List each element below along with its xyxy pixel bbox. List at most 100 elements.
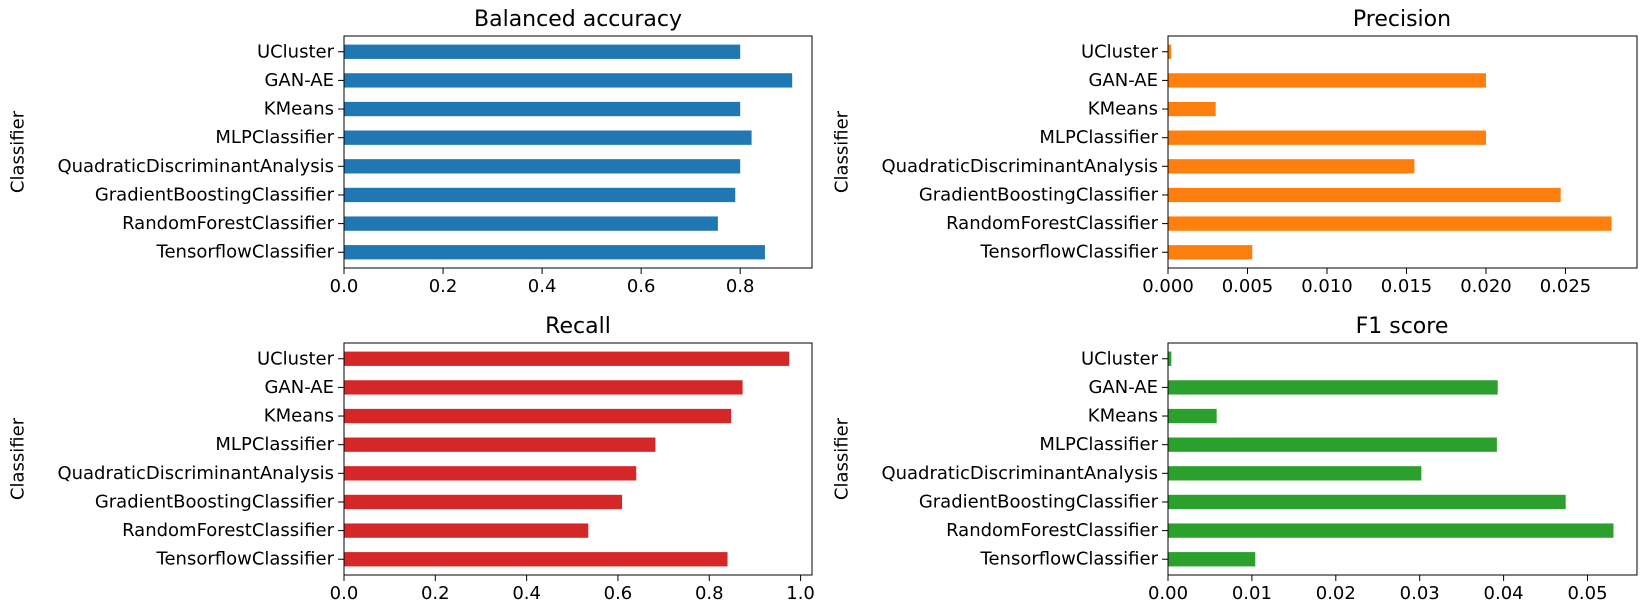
recall-bar-gradientboostingclassifier [344,494,623,510]
precision-category-label-quadraticdiscriminantanalysis: QuadraticDiscriminantAnalysis [881,156,1158,177]
precision-plot-frame [1167,35,1638,269]
balanced-accuracy-category-label-kmeans: KMeans [264,99,334,120]
precision-category-label-kmeans: KMeans [1088,99,1158,120]
recall-category-label-gradientboostingclassifier: GradientBoostingClassifier [95,491,335,512]
balanced-accuracy-bar-gan-ae [344,73,793,88]
precision-bar-ucluster [1168,44,1172,59]
precision-bar-tensorflowclassifier [1168,245,1253,260]
balanced-accuracy-x-tick-label-3: 0.6 [627,276,656,297]
precision-x-tick-label-4: 0.020 [1460,276,1512,297]
balanced-accuracy-y-axis-label: Classifier [8,110,29,193]
f1-score-category-label-quadraticdiscriminantanalysis: QuadraticDiscriminantAnalysis [881,463,1158,484]
precision-bar-gradientboostingclassifier [1168,187,1561,203]
balanced-accuracy-bar-gradientboostingclassifier [344,187,736,203]
recall-category-label-quadraticdiscriminantanalysis: QuadraticDiscriminantAnalysis [57,463,334,484]
precision-title: Precision [1353,7,1451,32]
f1-score-x-tick-label-2: 0.02 [1316,583,1356,604]
precision-category-label-mlpclassifier: MLPClassifier [1039,127,1158,148]
f1-score-category-label-randomforestclassifier: RandomForestClassifier [946,520,1159,541]
f1-score-category-label-gradientboostingclassifier: GradientBoostingClassifier [919,491,1159,512]
f1-score-bar-tensorflowclassifier [1168,552,1256,567]
recall-x-tick-label-4: 0.8 [695,583,724,604]
recall-category-label-kmeans: KMeans [264,406,334,427]
balanced-accuracy-category-label-gradientboostingclassifier: GradientBoostingClassifier [95,184,335,205]
recall-category-label-tensorflowclassifier: TensorflowClassifier [156,549,335,570]
precision-x-tick-label-5: 0.025 [1540,276,1592,297]
recall-bar-randomforestclassifier [344,523,589,538]
precision-category-label-randomforestclassifier: RandomForestClassifier [946,213,1159,234]
recall-bar-mlpclassifier [344,437,656,452]
f1-score-category-label-gan-ae: GAN-AE [1088,377,1158,398]
balanced-accuracy-x-tick-label-4: 0.8 [726,276,755,297]
f1-score-bar-quadraticdiscriminantanalysis [1168,466,1422,481]
f1-score-bar-randomforestclassifier [1168,523,1614,538]
f1-score-x-tick-label-5: 0.05 [1567,583,1607,604]
f1-score-title: F1 score [1356,314,1449,339]
f1-score-category-label-kmeans: KMeans [1088,406,1158,427]
balanced-accuracy-x-tick-label-0: 0.0 [330,276,359,297]
balanced-accuracy-bar-ucluster [344,44,741,59]
recall-x-tick-label-1: 0.2 [421,583,450,604]
recall-category-label-ucluster: UCluster [257,348,335,369]
f1-score-category-label-mlpclassifier: MLPClassifier [1039,434,1158,455]
precision-x-tick-label-1: 0.005 [1222,276,1274,297]
precision-category-label-gradientboostingclassifier: GradientBoostingClassifier [919,184,1159,205]
recall-bar-tensorflowclassifier [344,552,728,567]
precision-x-tick-label-3: 0.015 [1381,276,1433,297]
precision-category-label-ucluster: UCluster [1081,41,1159,62]
precision-category-label-tensorflowclassifier: TensorflowClassifier [980,242,1159,263]
recall-category-label-gan-ae: GAN-AE [264,377,334,398]
f1-score-y-axis-label: Classifier [832,417,853,500]
balanced-accuracy-category-label-gan-ae: GAN-AE [264,70,334,91]
precision-bar-randomforestclassifier [1168,216,1612,231]
recall-bar-gan-ae [344,380,743,395]
recall-plot-frame [343,342,813,576]
recall-category-label-mlpclassifier: MLPClassifier [215,434,334,455]
recall-x-tick-label-3: 0.6 [604,583,633,604]
precision-y-axis-label: Classifier [832,110,853,193]
precision-chart: Precision Classifier UCluster GAN-AE KMeans M… [832,7,1638,297]
recall-y-axis-label: Classifier [8,417,29,500]
f1-score-category-label-ucluster: UCluster [1081,348,1159,369]
precision-bar-quadraticdiscriminantanalysis [1168,159,1415,174]
recall-bar-ucluster [344,351,790,366]
f1-score-bar-gradientboostingclassifier [1168,494,1566,510]
balanced-accuracy-category-label-randomforestclassifier: RandomForestClassifier [122,213,335,234]
recall-x-tick-label-2: 0.4 [512,583,541,604]
precision-bar-mlpclassifier [1168,130,1486,145]
recall-title: Recall [545,314,611,339]
f1-score-x-tick-label-0: 0.00 [1148,583,1188,604]
precision-bar-gan-ae [1168,73,1486,88]
balanced-accuracy-bar-quadraticdiscriminantanalysis [344,159,741,174]
balanced-accuracy-bar-tensorflowclassifier [344,245,765,260]
recall-chart: Recall Classifier UCluster GAN-AE KMeans MLPC… [8,314,815,604]
recall-bar-quadraticdiscriminantanalysis [344,466,637,481]
balanced-accuracy-x-tick-label-1: 0.2 [429,276,458,297]
balanced-accuracy-bar-kmeans [344,101,741,117]
f1-score-x-tick-label-3: 0.03 [1400,583,1440,604]
f1-score-bar-kmeans [1168,408,1217,424]
f1-score-plot-frame [1167,342,1638,576]
precision-x-tick-label-2: 0.010 [1301,276,1353,297]
balanced-accuracy-plot-frame [343,35,813,269]
precision-bar-kmeans [1168,101,1216,117]
f1-score-bar-ucluster [1168,351,1172,366]
f1-score-x-tick-label-1: 0.01 [1232,583,1272,604]
f1-score-bar-gan-ae [1168,380,1498,395]
recall-category-label-randomforestclassifier: RandomForestClassifier [122,520,335,541]
balanced-accuracy-bar-randomforestclassifier [344,216,718,231]
f1-score-category-label-tensorflowclassifier: TensorflowClassifier [980,549,1159,570]
recall-x-tick-label-5: 1.0 [786,583,815,604]
balanced-accuracy-chart: Balanced accuracy Classifier UCluster GAN-A… [8,7,813,297]
f1-score-chart: F1 score Classifier UCluster GAN-AE KMeans ML… [832,314,1638,604]
precision-category-label-gan-ae: GAN-AE [1088,70,1158,91]
balanced-accuracy-x-tick-label-2: 0.4 [528,276,557,297]
f1-score-x-tick-label-4: 0.04 [1484,583,1524,604]
balanced-accuracy-bar-mlpclassifier [344,130,752,145]
balanced-accuracy-category-label-mlpclassifier: MLPClassifier [215,127,334,148]
recall-bar-kmeans [344,408,732,424]
precision-x-tick-label-0: 0.000 [1142,276,1194,297]
balanced-accuracy-title: Balanced accuracy [474,7,682,32]
f1-score-bar-mlpclassifier [1168,437,1497,452]
